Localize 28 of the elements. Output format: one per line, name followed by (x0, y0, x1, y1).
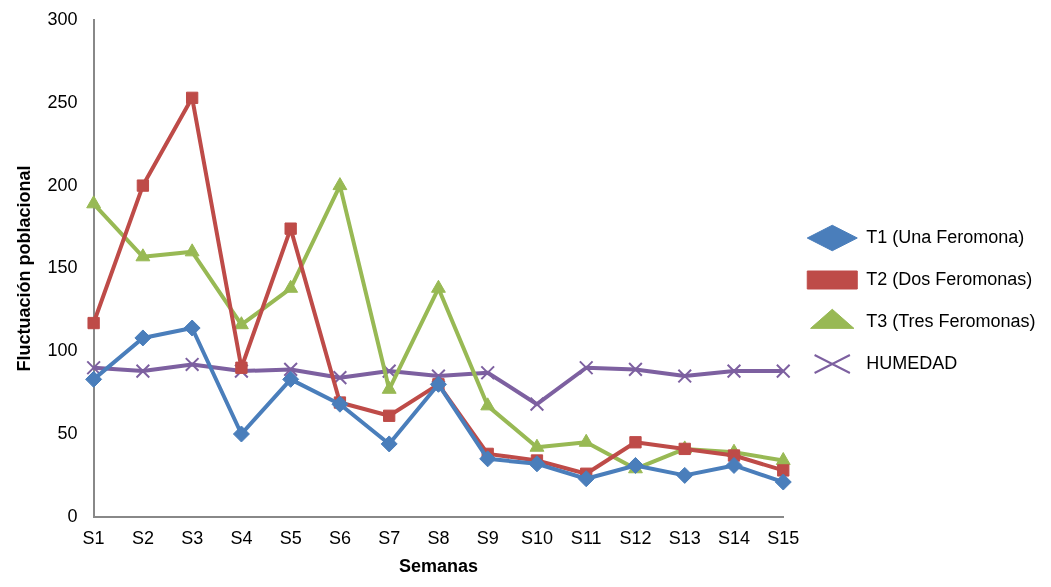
x-tick-label: S12 (619, 527, 652, 548)
legend-label: T2 (Dos Feromonas) (866, 268, 1033, 289)
y-tick-label: 300 (47, 8, 78, 29)
y-tick-label: 100 (47, 340, 78, 361)
x-tick-label: S10 (520, 527, 553, 548)
y-tick-label: 0 (67, 505, 78, 526)
x-tick-label: S6 (328, 527, 351, 548)
x-tick-label: S8 (427, 527, 450, 548)
x-tick-label: S3 (181, 527, 204, 548)
x-tick-label: S13 (668, 527, 701, 548)
legend-label: HUMEDAD (866, 352, 958, 373)
x-tick-label: S15 (767, 527, 800, 548)
x-tick-label: S9 (476, 527, 499, 548)
x-tick-label: S14 (717, 527, 751, 548)
y-tick-label: 50 (57, 422, 78, 443)
x-tick-label: S2 (131, 527, 154, 548)
x-tick-label: S5 (279, 527, 302, 548)
y-tick-label: 150 (47, 257, 78, 278)
y-tick-label: 200 (47, 174, 78, 195)
legend-label: T3 (Tres Feromonas) (866, 310, 1036, 331)
legend-label: T1 (Una Feromona) (866, 226, 1025, 247)
x-axis-title: Semanas (398, 556, 478, 577)
x-tick-label: S4 (230, 527, 253, 548)
x-tick-label: S1 (82, 527, 105, 548)
x-tick-label: S11 (570, 527, 602, 548)
x-tick-label: S7 (378, 527, 401, 548)
y-tick-label: 250 (47, 91, 78, 112)
y-axis-title: Fluctuación poblacional (13, 165, 34, 372)
